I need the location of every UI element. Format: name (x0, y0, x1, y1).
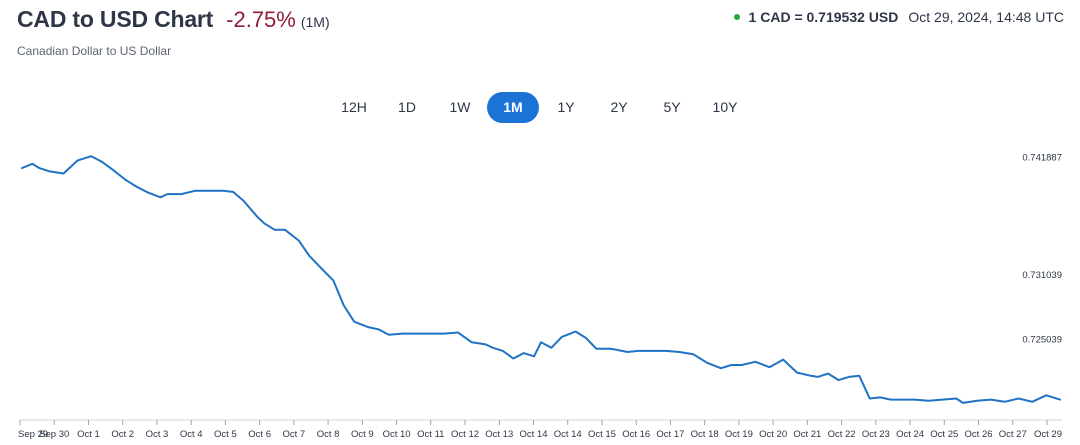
x-tick-label: Oct 5 (214, 429, 237, 440)
x-tick-label: Sep 30 (39, 429, 69, 440)
y-tick-label: 0.731039 (1022, 270, 1062, 281)
x-tick-label: Oct 14 (520, 429, 548, 440)
x-tick-label: Oct 26 (965, 429, 993, 440)
y-axis: 0.741887 0.731039 0.725039 (1022, 152, 1062, 345)
tab-5y[interactable]: 5Y (663, 99, 681, 115)
x-tick-label: Oct 3 (146, 429, 169, 440)
x-tick-label: Oct 13 (485, 429, 513, 440)
x-tick-label: Oct 29 (1034, 429, 1062, 440)
x-tick-label: Oct 16 (622, 429, 650, 440)
current-rate: 1 CAD = 0.719532 USD Oct 29, 2024, 14:48… (733, 9, 1064, 25)
x-tick-label: Oct 22 (828, 429, 856, 440)
x-tick-label: Oct 24 (896, 429, 924, 440)
x-tick-label: Oct 23 (862, 429, 890, 440)
x-tick-label: Oct 25 (930, 429, 958, 440)
time-range-tabs: 12H 1D 1W 1M 1Y 2Y 5Y 10Y (328, 92, 752, 123)
rate-value: 1 CAD = 0.719532 USD (748, 9, 899, 25)
x-tick-label: Oct 21 (793, 429, 821, 440)
page-subtitle: Canadian Dollar to US Dollar (17, 44, 172, 58)
x-tick-label: Oct 10 (383, 429, 411, 440)
x-tick-label: Oct 12 (451, 429, 479, 440)
x-tick-label: Oct 15 (588, 429, 616, 440)
x-tick-label: Oct 11 (417, 429, 444, 440)
x-tick-label: Oct 9 (351, 429, 374, 440)
live-dot-icon (733, 14, 740, 20)
y-tick-label: 0.725039 (1022, 335, 1062, 346)
x-tick-label: Sep 29 (18, 429, 48, 440)
tab-1m[interactable]: 1M (487, 92, 539, 123)
x-tick-label: Oct 2 (111, 429, 134, 440)
tab-1w[interactable]: 1W (449, 99, 471, 115)
percent-change: -2.75% (226, 7, 296, 32)
tab-12h[interactable]: 12H (341, 99, 367, 115)
x-tick-label: Oct 18 (691, 429, 719, 440)
x-tick-label: Oct 6 (248, 429, 271, 440)
tab-2y[interactable]: 2Y (610, 99, 628, 115)
x-tick-label: Oct 20 (759, 429, 787, 440)
x-tick-label: Oct 1 (77, 429, 100, 440)
series-line-cad-usd (21, 155, 1061, 404)
tab-1d[interactable]: 1D (398, 99, 416, 115)
rate-timestamp: Oct 29, 2024, 14:48 UTC (908, 9, 1064, 25)
x-tick-label: Oct 19 (725, 429, 753, 440)
chart-header: CAD to USD Chart -2.75% (1M) (17, 6, 330, 33)
tab-1y[interactable]: 1Y (557, 99, 575, 115)
period-indicator: (1M) (300, 14, 330, 30)
y-tick-label: 0.741887 (1022, 152, 1062, 163)
tab-10y[interactable]: 10Y (712, 99, 738, 115)
x-tick-label: Oct 8 (317, 429, 340, 440)
page-title: CAD to USD Chart (17, 6, 214, 32)
x-tick-label: Oct 27 (999, 429, 1027, 440)
x-tick-label: Oct 4 (180, 429, 203, 440)
x-tick-label: Oct 14 (554, 429, 582, 440)
x-tick-label: Oct 17 (656, 429, 684, 440)
x-tick-label: Oct 7 (283, 429, 306, 440)
